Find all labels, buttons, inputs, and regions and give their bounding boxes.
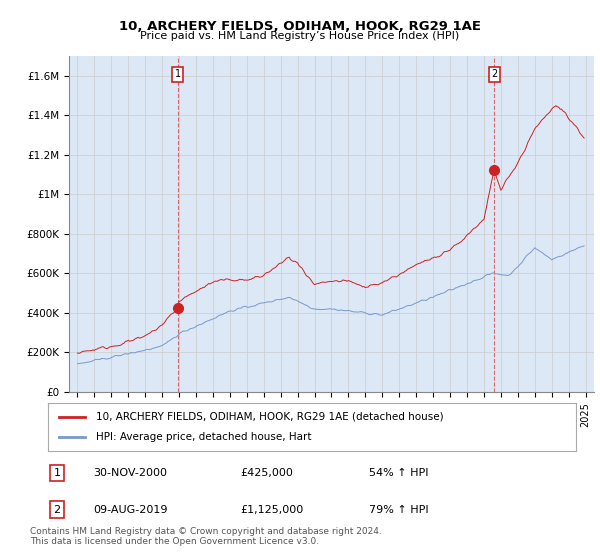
Text: 54% ↑ HPI: 54% ↑ HPI xyxy=(369,468,428,478)
Text: 09-AUG-2019: 09-AUG-2019 xyxy=(93,505,167,515)
Text: Price paid vs. HM Land Registry’s House Price Index (HPI): Price paid vs. HM Land Registry’s House … xyxy=(140,31,460,41)
Text: HPI: Average price, detached house, Hart: HPI: Average price, detached house, Hart xyxy=(95,432,311,442)
Text: 10, ARCHERY FIELDS, ODIHAM, HOOK, RG29 1AE: 10, ARCHERY FIELDS, ODIHAM, HOOK, RG29 1… xyxy=(119,20,481,32)
Text: £1,125,000: £1,125,000 xyxy=(240,505,303,515)
Text: 1: 1 xyxy=(53,468,61,478)
Text: £425,000: £425,000 xyxy=(240,468,293,478)
Text: 30-NOV-2000: 30-NOV-2000 xyxy=(93,468,167,478)
Text: Contains HM Land Registry data © Crown copyright and database right 2024.
This d: Contains HM Land Registry data © Crown c… xyxy=(30,526,382,546)
Text: 1: 1 xyxy=(175,69,181,80)
Text: 79% ↑ HPI: 79% ↑ HPI xyxy=(369,505,428,515)
Text: 10, ARCHERY FIELDS, ODIHAM, HOOK, RG29 1AE (detached house): 10, ARCHERY FIELDS, ODIHAM, HOOK, RG29 1… xyxy=(95,412,443,422)
Text: 2: 2 xyxy=(53,505,61,515)
Text: 2: 2 xyxy=(491,69,497,80)
